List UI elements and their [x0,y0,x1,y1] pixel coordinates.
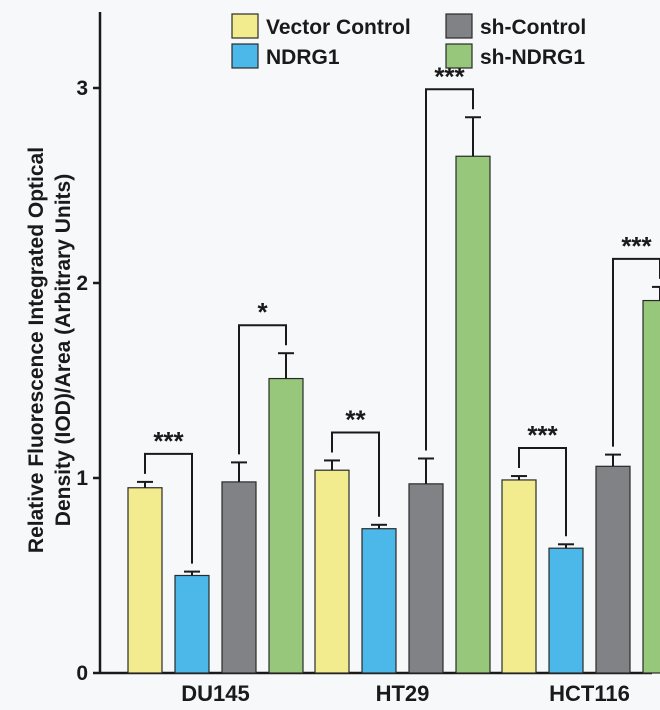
x-tick-label: HT29 [376,681,430,706]
significance-label: *** [153,426,184,456]
significance-label: ** [345,404,366,434]
y-axis-title: Relative Fluorescence Integrated Optical… [25,147,75,553]
bar [548,547,584,674]
significance-bracket [331,431,380,517]
legend-swatch [445,13,473,39]
bar [268,377,304,674]
significance-bracket [238,324,287,455]
significance-label: *** [527,420,558,450]
x-tick-label: HCT116 [549,681,630,706]
y-axis-title-line-1: Relative Fluorescence Integrated Optical [25,147,48,553]
legend-label: NDRG1 [266,46,340,69]
y-tick-label: 0 [76,662,88,685]
legend-label: Vector Control [266,16,411,39]
significance-bracket [612,257,660,447]
legend-swatch [445,43,473,69]
y-axis-title-line-2: Density (IOD)/Area (Arbitrary Units) [52,174,75,526]
x-tick-label: DU145 [181,681,249,706]
significance-bracket [144,452,193,564]
y-tick-label: 3 [76,77,88,100]
bar [501,479,537,674]
bar [361,528,397,674]
significance-label: * [257,297,268,327]
bar [408,483,444,674]
bar [221,481,257,674]
bar [642,299,660,674]
legend-swatch [231,13,259,39]
bar [314,469,350,674]
y-tick-label: 2 [76,272,88,295]
legend-swatch [231,43,259,69]
legend-label: sh-NDRG1 [480,46,585,69]
legend-label: sh-Control [480,16,586,39]
y-tick-label: 1 [76,467,88,490]
legend: Vector Control sh-Control NDRG1 sh-NDRG1 [231,13,586,69]
bar [595,465,631,674]
bar [127,487,163,674]
significance-bracket [518,447,567,537]
bar [174,574,210,674]
significance-label: *** [621,231,652,261]
bar [455,155,491,674]
significance-bracket [425,88,474,451]
